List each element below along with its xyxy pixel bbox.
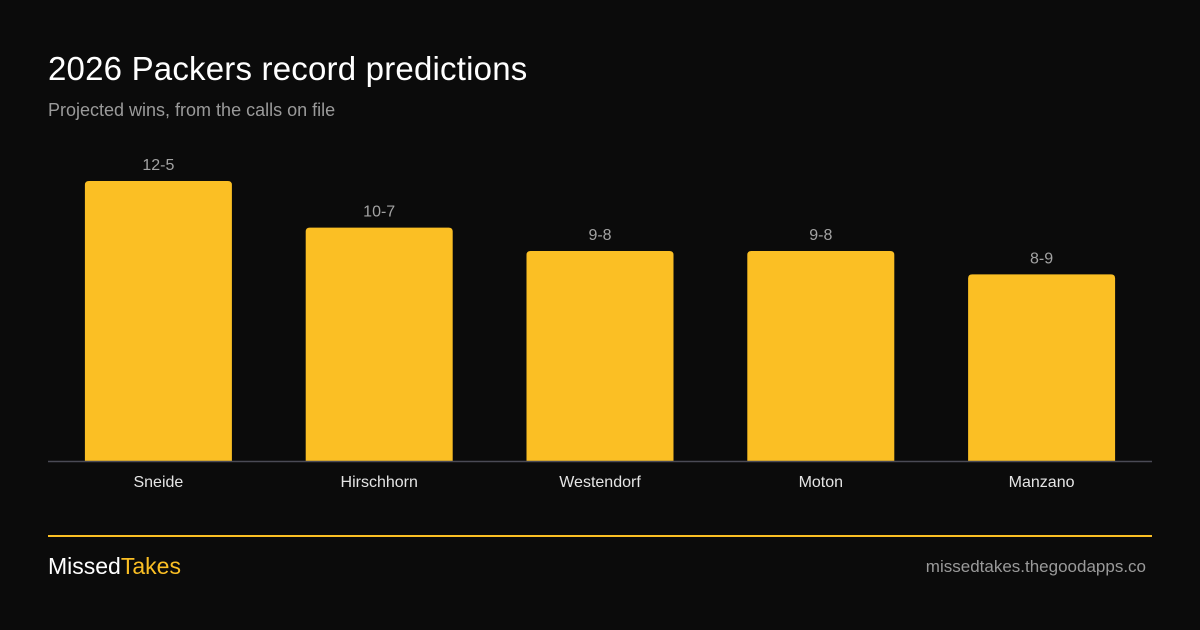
brand-name-part1: Missed: [48, 553, 121, 579]
data-label: 9-8: [809, 227, 832, 244]
brand-name-part2: Takes: [120, 553, 181, 579]
data-label: 9-8: [588, 227, 611, 244]
footer-divider: [48, 535, 1152, 537]
x-tick-label: Moton: [799, 474, 843, 491]
x-tick-label: Westendorf: [559, 474, 641, 491]
brand-logo: MissedTakes: [48, 553, 181, 580]
x-tick-label: Manzano: [1009, 474, 1075, 491]
bar-sneide: [84, 181, 232, 461]
bar-moton: [747, 251, 895, 461]
site-url: missedtakes.thegoodapps.co: [925, 557, 1146, 576]
bar-manzano: [968, 274, 1116, 461]
bar-chart: 12-5 Sneide 10-7 Hirschhorn 9-8 Westendorf 9-8…: [48, 157, 1152, 491]
chart-subtitle: Projected wins, from the calls on file: [48, 100, 336, 120]
bar-hirschhorn: [305, 227, 453, 461]
data-label: 12-5: [142, 157, 174, 174]
data-label: 10-7: [363, 204, 395, 221]
chart-title: 2026 Packers record predictions: [48, 50, 528, 87]
x-tick-label: Sneide: [133, 474, 183, 491]
data-label: 8-9: [1030, 250, 1053, 267]
x-tick-label: Hirschhorn: [341, 474, 418, 491]
bar-westendorf: [526, 251, 674, 461]
